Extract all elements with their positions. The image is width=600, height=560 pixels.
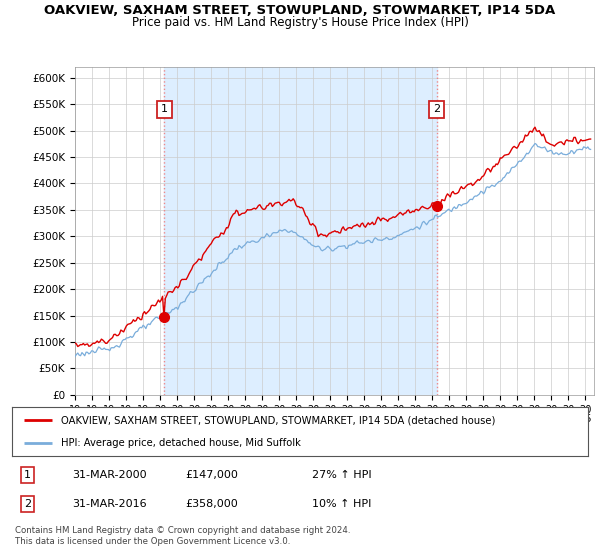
Text: 2: 2: [433, 105, 440, 114]
Text: 2: 2: [24, 500, 31, 509]
Text: 31-MAR-2000: 31-MAR-2000: [73, 470, 147, 480]
Text: Price paid vs. HM Land Registry's House Price Index (HPI): Price paid vs. HM Land Registry's House …: [131, 16, 469, 29]
Text: 10% ↑ HPI: 10% ↑ HPI: [311, 500, 371, 509]
Text: 31-MAR-2016: 31-MAR-2016: [73, 500, 147, 509]
Text: OAKVIEW, SAXHAM STREET, STOWUPLAND, STOWMARKET, IP14 5DA: OAKVIEW, SAXHAM STREET, STOWUPLAND, STOW…: [44, 4, 556, 17]
Text: 1: 1: [24, 470, 31, 480]
Text: 1: 1: [161, 105, 168, 114]
Text: HPI: Average price, detached house, Mid Suffolk: HPI: Average price, detached house, Mid …: [61, 438, 301, 448]
Text: 27% ↑ HPI: 27% ↑ HPI: [311, 470, 371, 480]
Text: £358,000: £358,000: [185, 500, 238, 509]
Bar: [164, 67, 437, 395]
Text: OAKVIEW, SAXHAM STREET, STOWUPLAND, STOWMARKET, IP14 5DA (detached house): OAKVIEW, SAXHAM STREET, STOWUPLAND, STOW…: [61, 416, 496, 426]
Text: Contains HM Land Registry data © Crown copyright and database right 2024.
This d: Contains HM Land Registry data © Crown c…: [15, 526, 350, 546]
Text: £147,000: £147,000: [185, 470, 238, 480]
